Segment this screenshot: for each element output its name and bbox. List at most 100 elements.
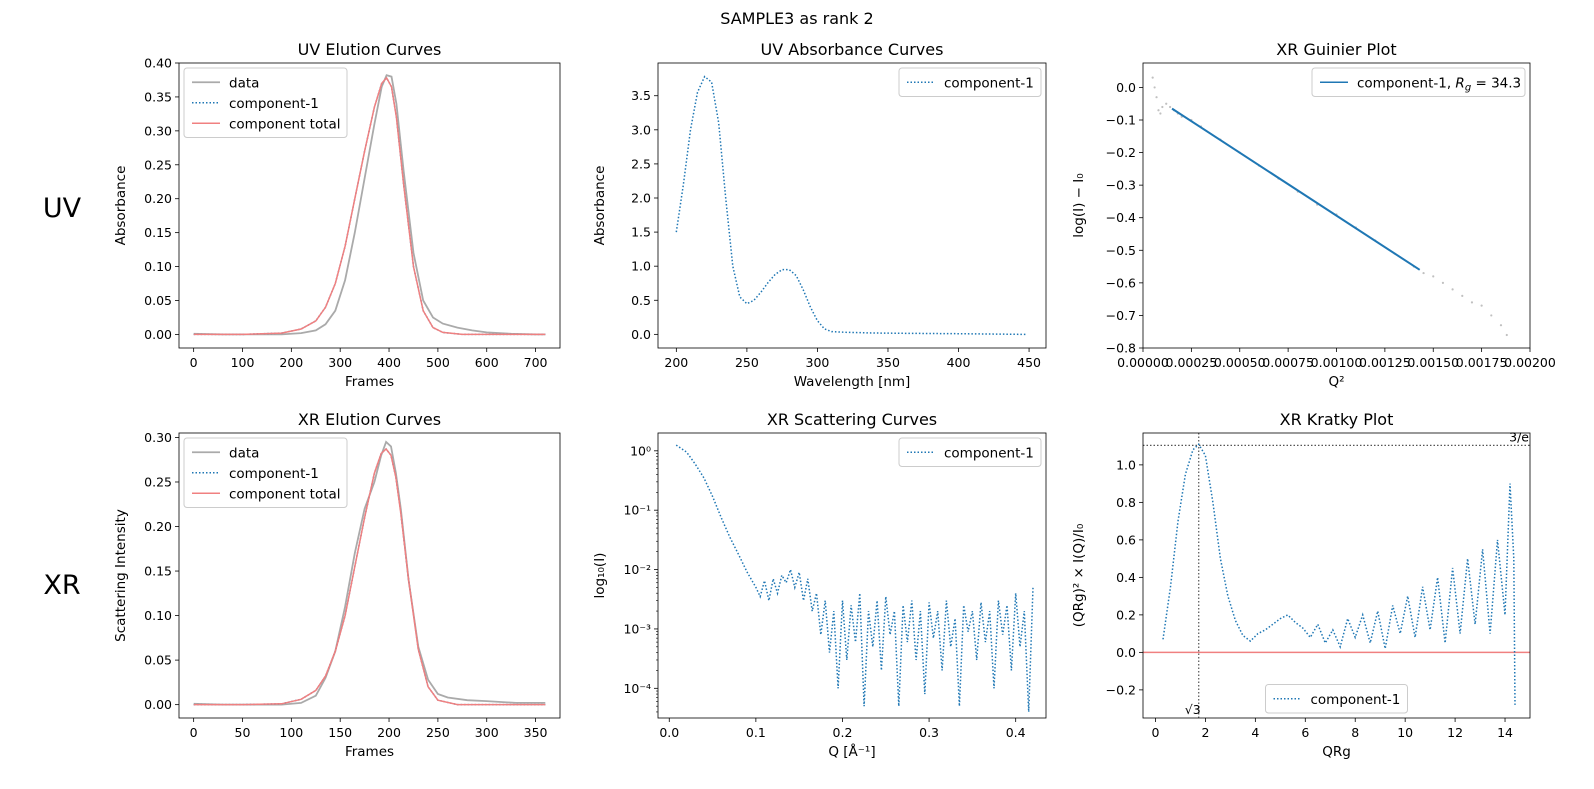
- x-tick-label: 4: [1251, 725, 1259, 740]
- y-tick-label: 1.0: [631, 259, 651, 274]
- legend-label: component-1: [229, 96, 319, 112]
- legend-box: [1265, 684, 1408, 714]
- guinier-data-point: [1153, 86, 1156, 89]
- y-tick-label: 0.5: [631, 293, 651, 308]
- xr-scattering-panel: XR Scattering Curves 0.0 0.1 0.2 0.3 0.4 10⁻⁴ 1…: [592, 410, 1047, 760]
- legend-label: data: [229, 75, 259, 91]
- uv-elution-panel: UV Elution Curves 0 100 200 300 400 500 600 700 0…: [113, 40, 561, 390]
- uv-absorbance-panel: UV Absorbance Curves 200 250 300 350 400 450 0.…: [592, 40, 1047, 390]
- y-tick-label: 0.15: [144, 564, 172, 579]
- y-tick-label: 3.0: [631, 122, 651, 137]
- y-tick-label: 0.0: [1116, 645, 1136, 660]
- x-tick-label: 0.2: [833, 725, 853, 740]
- x-axis-label: Frames: [345, 374, 394, 390]
- y-tick-label: 3.5: [631, 88, 651, 103]
- x-tick-label: 0.00075: [1262, 355, 1314, 370]
- plot-area: [675, 444, 1034, 712]
- y-tick-label: −0.5: [1106, 243, 1136, 258]
- y-tick-label: 0.6: [1116, 532, 1136, 547]
- y-tick-label: 0.4: [1116, 570, 1136, 585]
- y-tick-label: 0.2: [1116, 607, 1136, 622]
- x-axis-label: Q²: [1328, 374, 1344, 390]
- axes-frame: [178, 62, 561, 349]
- y-tick-label: 2.0: [631, 191, 651, 206]
- y-tick-label: −0.7: [1106, 308, 1136, 323]
- legend-box: [1311, 67, 1526, 97]
- guinier-data-point: [1155, 96, 1158, 99]
- legend-label: component-1: [229, 466, 319, 482]
- y-tick-label: 0.30: [144, 430, 172, 445]
- legend: data component-1 component total: [183, 67, 348, 138]
- xr-elution-panel: XR Elution Curves 0 50 100 150 200 250 300 350 0.…: [113, 410, 561, 760]
- series-line-component-1: [1162, 443, 1516, 705]
- y-tick-label: 0.05: [144, 653, 172, 668]
- x-tick-label: 0.00025: [1166, 355, 1218, 370]
- panel-title: XR Guinier Plot: [1276, 40, 1396, 59]
- y-tick-label: 0.8: [1116, 495, 1136, 510]
- x-tick-label: 10: [1397, 725, 1413, 740]
- guinier-fit-line: [1171, 107, 1421, 271]
- legend: component-1: [898, 437, 1042, 467]
- y-tick-label: 10⁻²: [623, 562, 651, 577]
- axes-frame: [178, 432, 561, 719]
- x-tick-label: 600: [475, 355, 499, 370]
- x-tick-label: 200: [664, 355, 688, 370]
- legend-label: component total: [229, 116, 341, 132]
- y-tick-label: −0.6: [1106, 275, 1136, 290]
- y-tick-label: 0.30: [144, 123, 172, 138]
- legend-label: component total: [229, 486, 341, 502]
- y-axis-label: log₁₀(I): [592, 553, 608, 599]
- panel-title: UV Absorbance Curves: [761, 40, 944, 59]
- x-tick-label: 0: [1152, 725, 1160, 740]
- plot-area: [193, 440, 546, 706]
- y-tick-label: 0.10: [144, 259, 172, 274]
- y-tick-label: 0.25: [144, 474, 172, 489]
- sqrt3-reference-label: √3: [1185, 702, 1201, 717]
- x-tick-label: 0.00125: [1359, 355, 1411, 370]
- x-tick-label: 300: [475, 725, 499, 740]
- x-tick-label: 100: [279, 725, 303, 740]
- y-tick-label: 0.35: [144, 89, 172, 104]
- x-tick-label: 0.4: [1006, 725, 1026, 740]
- legend-label: component-1: [944, 75, 1034, 91]
- series-line-component-1: [675, 444, 1034, 712]
- x-tick-label: 50: [235, 725, 251, 740]
- y-tick-label: −0.4: [1106, 210, 1136, 225]
- guinier-data-point: [1157, 109, 1160, 112]
- plot-area: [675, 75, 1027, 336]
- y-tick-label: 0.15: [144, 225, 172, 240]
- plot-area: [1143, 433, 1530, 718]
- panel-title: XR Scattering Curves: [767, 410, 937, 429]
- guinier-data-point: [1451, 288, 1454, 291]
- y-tick-label: −0.3: [1106, 178, 1136, 193]
- x-tick-label: 0.00000: [1117, 355, 1169, 370]
- panel-title: XR Kratky Plot: [1280, 410, 1394, 429]
- guinier-data-point: [1151, 76, 1154, 79]
- y-tick-label: 0.40: [144, 56, 172, 71]
- xr-guinier-panel: XR Guinier Plot0.000000.000250.000500.00…: [1071, 40, 1556, 390]
- legend-label: component-1: [1311, 692, 1401, 708]
- x-axis-label: Q [Å⁻¹]: [828, 743, 875, 760]
- plot-area: [193, 74, 546, 336]
- guinier-data-point: [1480, 304, 1483, 307]
- x-tick-label: 0.00175: [1456, 355, 1508, 370]
- guinier-data-point: [1432, 275, 1435, 278]
- legend: component-1: [898, 67, 1042, 97]
- y-tick-label: 0.25: [144, 157, 172, 172]
- y-tick-label: 0.10: [144, 608, 172, 623]
- x-tick-label: 250: [426, 725, 450, 740]
- y-tick-label: −0.2: [1106, 682, 1136, 697]
- x-tick-label: 0.00100: [1311, 355, 1363, 370]
- series-line-data: [193, 74, 546, 336]
- y-tick-label: 0.00: [144, 697, 172, 712]
- guinier-data-point: [1422, 271, 1425, 275]
- x-tick-label: 300: [328, 355, 352, 370]
- y-axis-label: Absorbance: [592, 166, 608, 246]
- y-tick-label: 2.5: [631, 156, 651, 171]
- x-tick-label: 500: [426, 355, 450, 370]
- figure-title: SAMPLE3 as rank 2: [720, 9, 873, 28]
- x-tick-label: 12: [1447, 725, 1463, 740]
- y-axis-label: Scattering Intensity: [113, 509, 129, 642]
- plot-area: [1151, 76, 1508, 337]
- guinier-data-point: [1168, 105, 1172, 109]
